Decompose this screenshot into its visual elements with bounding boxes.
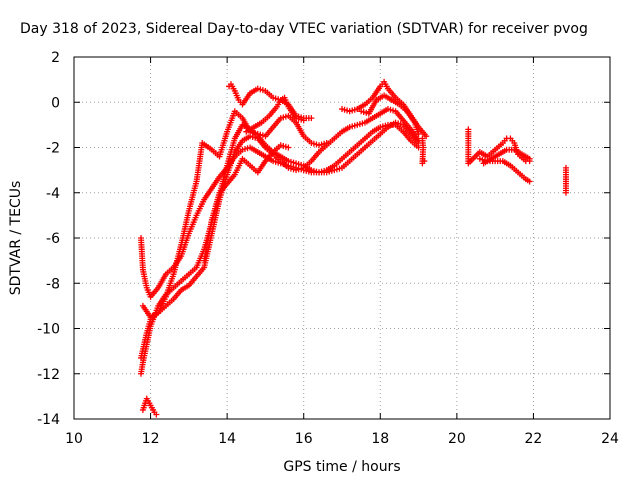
series-track-g <box>243 92 422 137</box>
x-tick-label: 22 <box>525 431 543 447</box>
x-tick-label: 18 <box>371 431 389 447</box>
grid <box>74 57 610 419</box>
series-track-c <box>138 106 422 361</box>
data-point <box>285 144 292 151</box>
series-track-h <box>419 135 428 167</box>
y-axis-title: SDTVAR / TECUs <box>8 181 24 296</box>
y-tick-label: -8 <box>46 276 60 292</box>
data-point <box>415 130 422 137</box>
data-point <box>526 178 533 185</box>
series-track-e <box>139 142 292 418</box>
chart-title: Day 318 of 2023, Sidereal Day-to-day VTE… <box>20 21 588 37</box>
x-tick-label: 10 <box>65 431 83 447</box>
data-point <box>526 155 533 162</box>
x-tick-label: 16 <box>295 431 313 447</box>
series-track-i <box>465 126 533 167</box>
data-point <box>153 411 160 418</box>
data-point <box>562 189 569 196</box>
series-track-d <box>139 108 330 321</box>
x-axis-title: GPS time / hours <box>283 459 400 475</box>
data-point <box>421 158 428 165</box>
y-tick-label: -14 <box>37 412 60 428</box>
series-track-j <box>476 155 533 185</box>
data-point <box>323 139 330 146</box>
y-tick-label: -12 <box>37 367 60 383</box>
y-tick-label: 0 <box>51 95 60 111</box>
series-track-k <box>480 146 533 167</box>
series-track-l <box>562 164 569 196</box>
y-tick-label: -4 <box>46 186 60 202</box>
x-tick-label: 12 <box>142 431 160 447</box>
plot-area <box>138 78 569 418</box>
y-tick-label: -2 <box>46 141 60 157</box>
data-point <box>300 117 307 124</box>
x-tick-label: 20 <box>448 431 466 447</box>
y-tick-label: -10 <box>37 322 60 338</box>
y-tick-label: -6 <box>46 231 60 247</box>
x-tick-label: 14 <box>218 431 236 447</box>
data-point <box>308 115 315 122</box>
data-point <box>423 133 430 140</box>
x-tick-label: 24 <box>601 431 619 447</box>
axis-ticks: 10 12 14 16 18 20 22 24 -14 -12 -10 -8 -6 -4 -2 0 2 <box>37 50 619 447</box>
y-tick-label: 2 <box>51 50 60 66</box>
